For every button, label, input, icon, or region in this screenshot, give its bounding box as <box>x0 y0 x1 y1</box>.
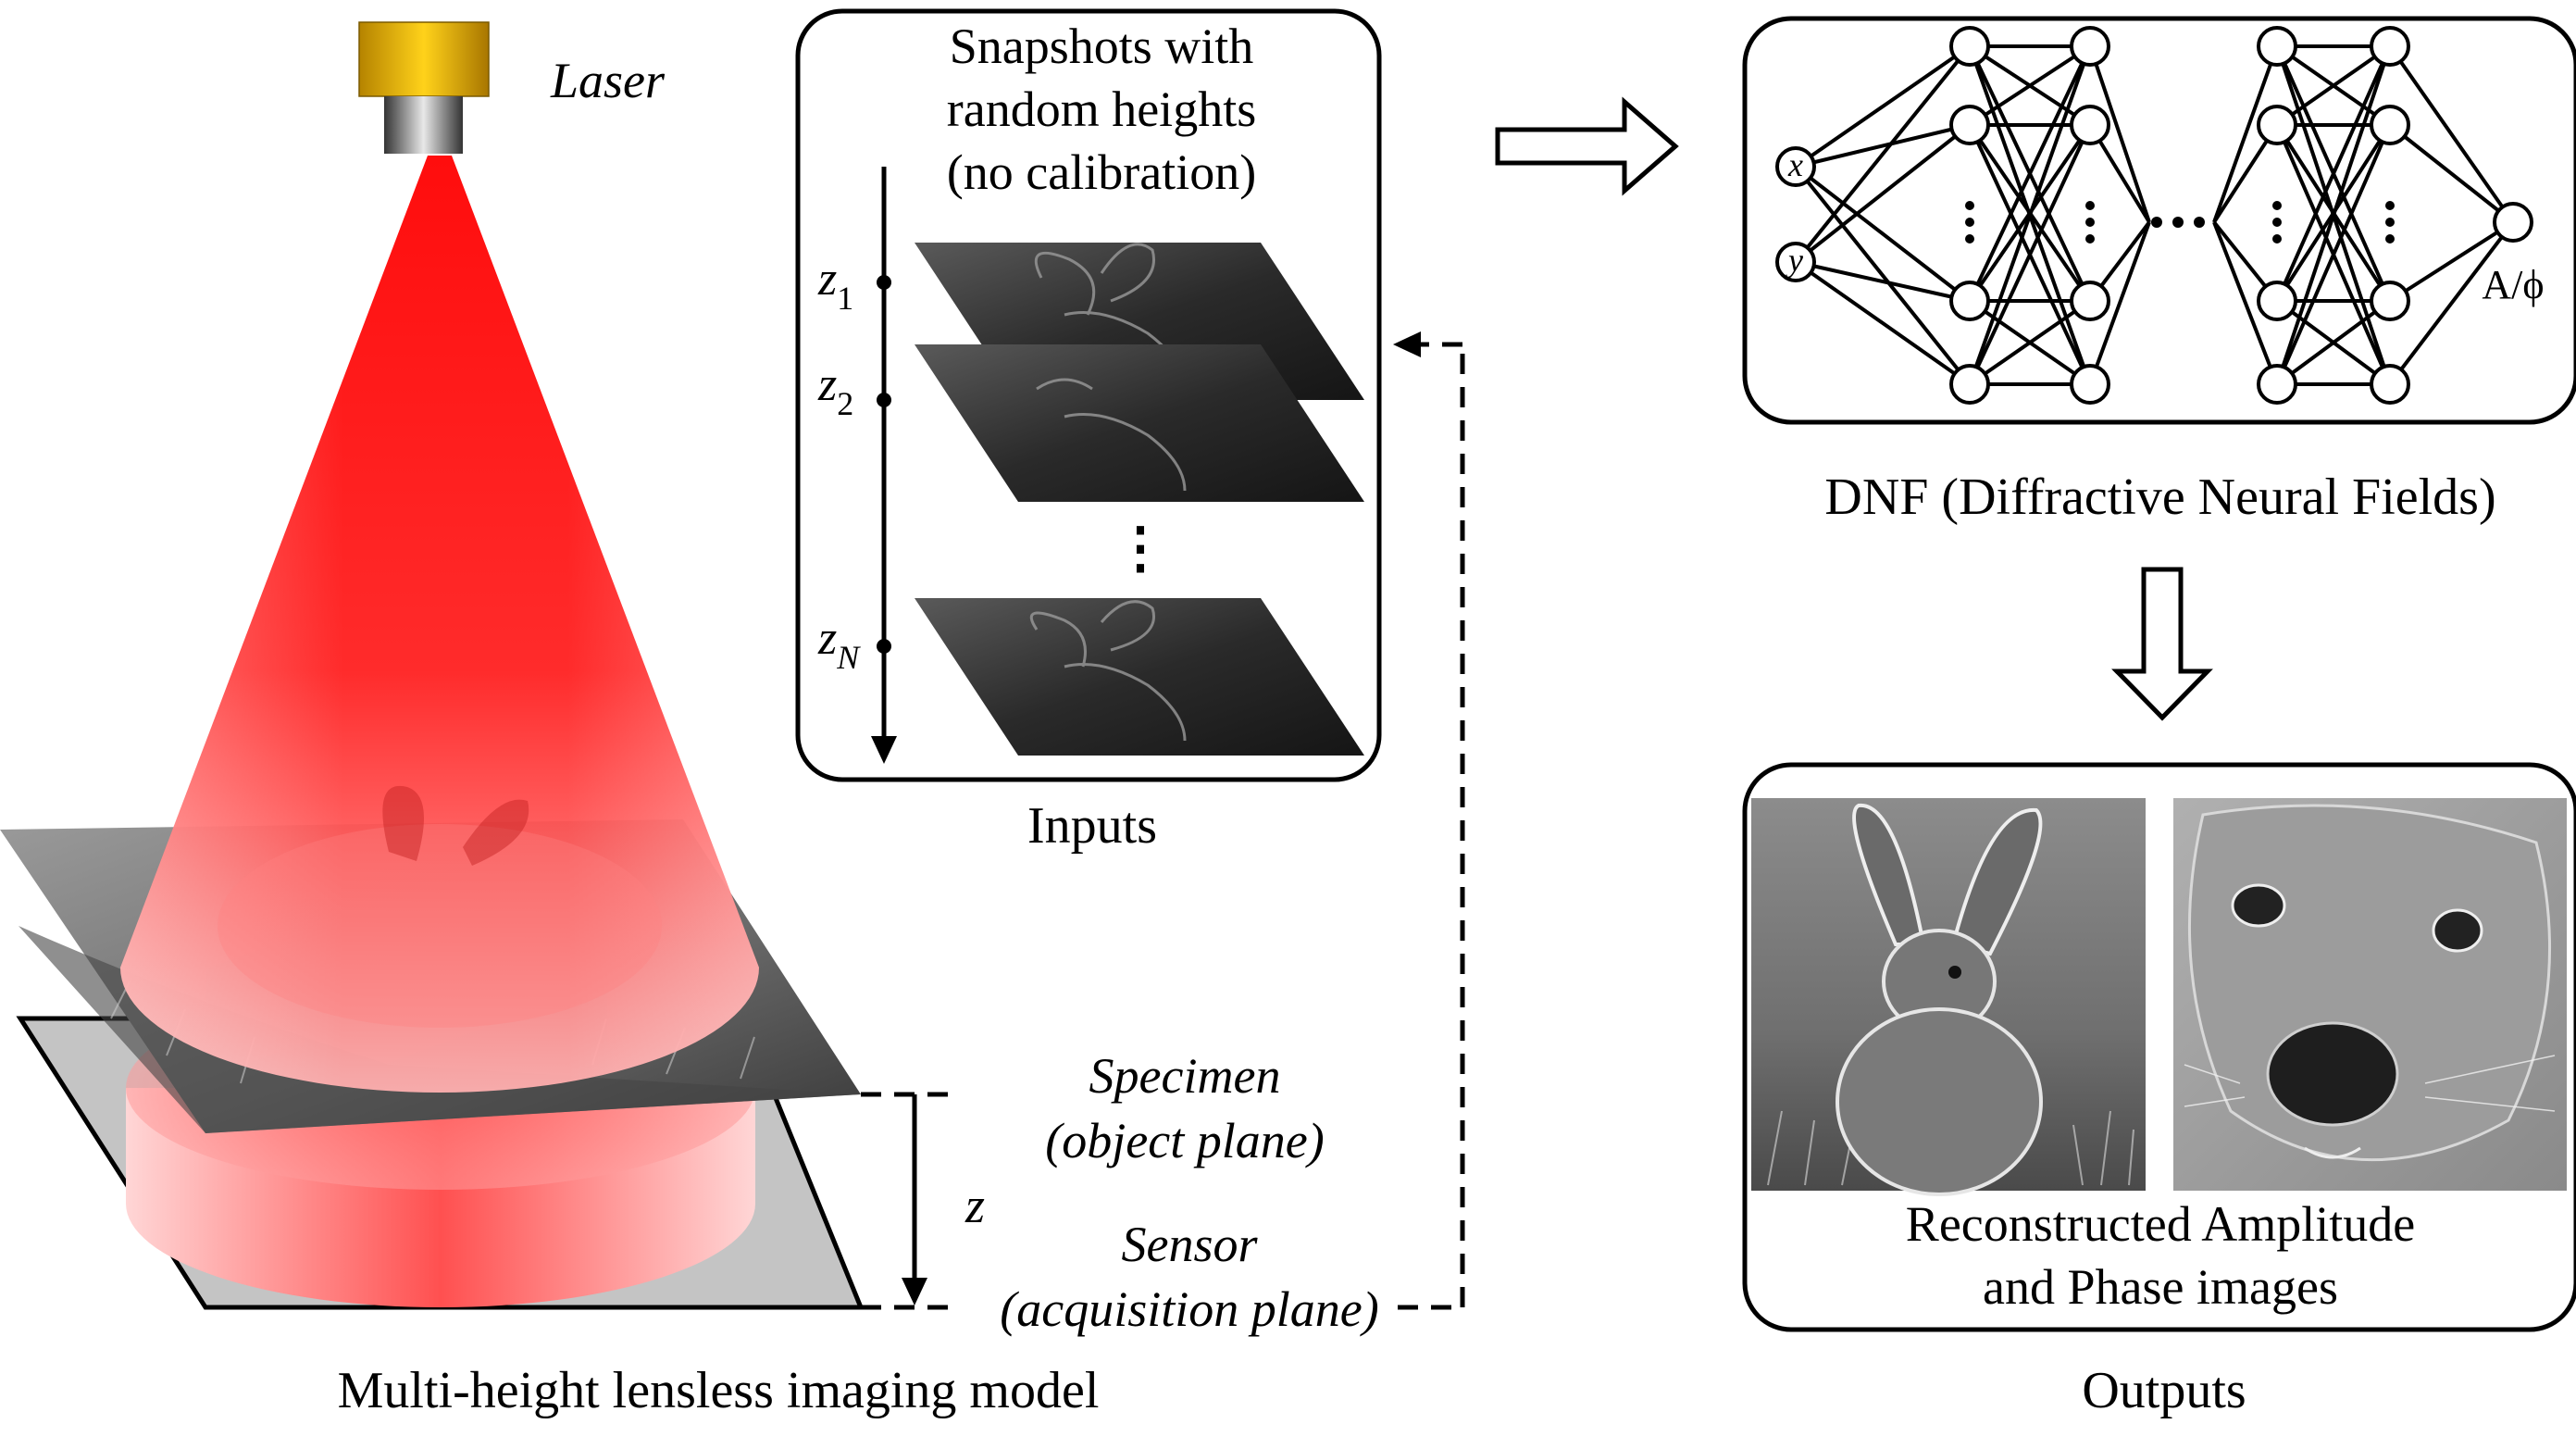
hidden-node <box>1949 105 1990 145</box>
network-caption: DNF (Diffractive Neural Fields) <box>1824 468 2495 526</box>
input-node-y-label: y <box>1786 242 1803 279</box>
snapshot-ellipsis: ⋮ <box>1113 518 1168 579</box>
input-node <box>1775 146 1816 187</box>
input-node-x-label: x <box>1787 146 1803 183</box>
inputs-title-line-3: (no calibration) <box>947 144 1256 200</box>
output-node <box>2493 202 2533 243</box>
input-node <box>1775 242 1816 282</box>
laser-icon <box>358 21 490 154</box>
hidden-node <box>2370 105 2410 145</box>
laser-beam <box>120 156 759 1093</box>
outputs-text-line-2: and Phase images <box>1983 1259 2338 1315</box>
outputs-text-line-1: Reconstructed Amplitude <box>1906 1196 2415 1252</box>
hidden-node <box>2257 105 2297 145</box>
hidden-node <box>2370 281 2410 321</box>
hidden-node <box>1949 26 1990 67</box>
outputs-caption: Outputs <box>2082 1362 2246 1419</box>
hidden-node <box>2257 281 2297 321</box>
network-nodes <box>1775 26 2533 405</box>
hidden-node <box>1949 281 1990 321</box>
height-label-n: zN <box>817 612 861 676</box>
specimen-label: Specimen <box>1089 1048 1281 1104</box>
arrow-to-outputs <box>2111 567 2213 721</box>
hidden-node <box>2257 26 2297 67</box>
snapshot-n <box>915 598 1364 756</box>
hidden-node <box>1949 364 1990 405</box>
sensor-sublabel: (acquisition plane) <box>1000 1281 1378 1337</box>
hidden-node <box>2370 26 2410 67</box>
output-node-label: A/ϕ <box>2482 262 2544 307</box>
distance-marker <box>861 1092 953 1310</box>
hidden-node <box>2070 105 2110 145</box>
sensor-label: Sensor <box>1122 1217 1259 1272</box>
specimen-sublabel: (object plane) <box>1045 1113 1324 1168</box>
phase-image <box>2173 798 2567 1191</box>
hidden-node <box>2070 281 2110 321</box>
height-label-1: z1 <box>817 253 853 317</box>
hidden-node <box>2070 26 2110 67</box>
arrow-to-network <box>1495 96 1679 196</box>
height-axis <box>871 167 897 764</box>
feedback-arrow <box>1393 331 1465 1310</box>
inputs-title-line-2: random heights <box>947 81 1256 137</box>
hidden-node <box>2257 364 2297 405</box>
height-label-2: z2 <box>817 358 853 422</box>
network-dots <box>1965 201 2395 244</box>
snapshot-2 <box>915 344 1364 502</box>
hidden-node <box>2370 364 2410 405</box>
laser-label: Laser <box>550 53 666 108</box>
inputs-caption: Inputs <box>1027 797 1157 855</box>
hidden-node <box>2070 364 2110 405</box>
setup-caption: Multi-height lensless imaging model <box>338 1362 1100 1419</box>
amplitude-image <box>1751 798 2146 1196</box>
distance-label: z <box>964 1178 985 1233</box>
inputs-title-line-1: Snapshots with <box>950 19 1254 74</box>
